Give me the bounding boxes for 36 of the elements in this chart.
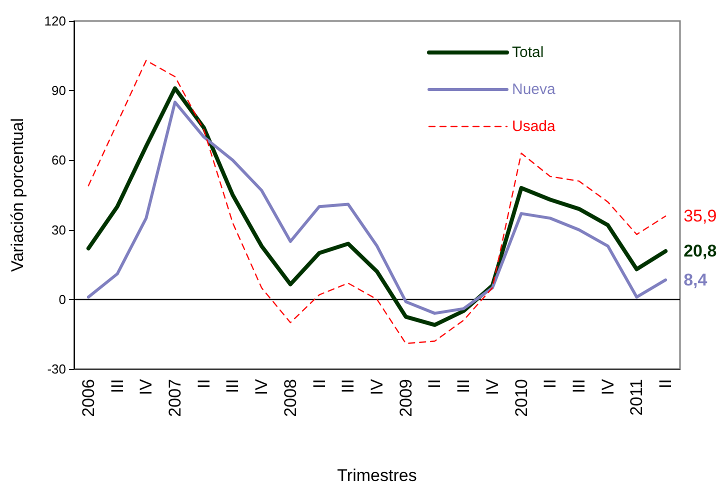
x-tick-label: II <box>310 379 329 388</box>
text: Nueva <box>512 81 556 98</box>
x-tick-label: III <box>338 379 358 394</box>
x-tick-label: II <box>540 379 560 388</box>
x-axis-title: Trimestres <box>337 466 417 485</box>
x-tick-label: 2007 <box>166 379 184 417</box>
x-tick-label: III <box>223 379 242 394</box>
x-tick-label: IV <box>252 378 272 396</box>
x-tick-label: IV <box>598 378 618 396</box>
y-axis-title: Variación porcentual <box>8 118 27 272</box>
y-tick-label: 120 <box>44 14 66 28</box>
x-tick-label: IV <box>482 378 502 396</box>
y-tick-label: 0 <box>58 292 66 307</box>
data-label: 8,4 <box>684 270 708 290</box>
y-tick-label: 90 <box>52 83 66 98</box>
x-tick-label: 2009 <box>396 379 416 417</box>
data-label: 20,8 <box>684 242 717 261</box>
y-tick-label: -30 <box>47 362 66 376</box>
x-tick-label: 2006 <box>78 379 98 417</box>
x-tick-label: 2011 <box>627 379 646 416</box>
x-tick-label: II <box>425 379 444 388</box>
text: Total <box>512 44 544 61</box>
x-tick-label: II <box>656 379 676 388</box>
x-tick-label: III <box>570 379 588 394</box>
y-tick-label: 30 <box>52 222 66 238</box>
data-label: 35,9 <box>684 206 717 226</box>
x-tick-label: III <box>454 379 474 394</box>
x-tick-label: IV <box>136 378 156 396</box>
y-tick-label: 60 <box>52 152 66 168</box>
x-tick-label: III <box>108 379 127 394</box>
x-tick-label: 2008 <box>280 379 300 417</box>
x-tick-label: IV <box>368 378 386 396</box>
line-series <box>88 60 666 344</box>
series-label: Usada <box>512 118 556 135</box>
x-tick-label: II <box>194 379 214 388</box>
x-tick-label: 2010 <box>512 379 531 417</box>
